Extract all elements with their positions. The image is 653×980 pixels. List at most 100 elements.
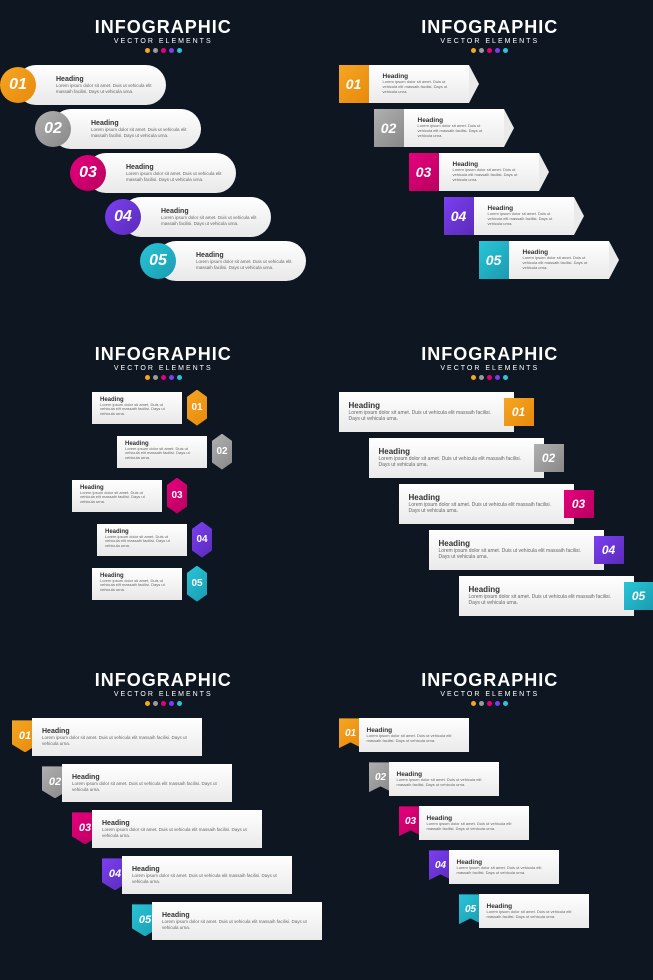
subtitle: VECTOR ELEMENTS — [339, 365, 642, 372]
item-text: Lorem ipsum dolor sit amet. Duis ut vehi… — [349, 410, 504, 423]
panel-1: INFOGRAPHIC VECTOR ELEMENTS Heading Lore… — [0, 0, 327, 327]
subtitle: VECTOR ELEMENTS — [12, 365, 315, 372]
step-item: 05 Heading Lorem ipsum dolor sit amet. D… — [339, 241, 642, 285]
item-heading: Heading — [72, 774, 222, 781]
color-dots — [339, 48, 642, 53]
item-heading: Heading — [126, 164, 224, 171]
step-number: 03 — [70, 155, 106, 191]
item-text: Lorem ipsum dolor sit amet. Duis ut vehi… — [126, 171, 224, 182]
step-item: Heading Lorem ipsum dolor sit amet. Duis… — [339, 576, 642, 622]
panel-header: INFOGRAPHIC VECTOR ELEMENTS — [339, 671, 642, 706]
step-item: 03 Heading Lorem ipsum dolor sit amet. D… — [12, 810, 315, 856]
item-text: Lorem ipsum dolor sit amet. Duis ut vehi… — [487, 910, 581, 920]
step-item: 05 Heading Lorem ipsum dolor sit amet. D… — [339, 894, 642, 938]
item-heading: Heading — [349, 401, 504, 410]
step-number: 02 — [212, 434, 232, 470]
item-text: Lorem ipsum dolor sit amet. Duis ut vehi… — [453, 168, 531, 182]
item-heading: Heading — [469, 585, 624, 594]
step-item: 02 Heading Lorem ipsum dolor sit amet. D… — [339, 109, 642, 153]
panel-3: INFOGRAPHIC VECTOR ELEMENTS Heading Lore… — [0, 327, 327, 654]
item-text: Lorem ipsum dolor sit amet. Duis ut vehi… — [132, 873, 282, 884]
step-item: Heading Lorem ipsum dolor sit amet. Duis… — [339, 484, 642, 530]
panel-2: INFOGRAPHIC VECTOR ELEMENTS 01 Heading L… — [327, 0, 653, 327]
color-dots — [339, 375, 642, 380]
item-text: Lorem ipsum dolor sit amet. Duis ut vehi… — [72, 781, 222, 792]
step-item: Heading Lorem ipsum dolor sit amet. Duis… — [339, 530, 642, 576]
color-dots — [12, 48, 315, 53]
step-item: 04 Heading Lorem ipsum dolor sit amet. D… — [339, 197, 642, 241]
item-text: Lorem ipsum dolor sit amet. Duis ut vehi… — [397, 778, 491, 788]
item-text: Lorem ipsum dolor sit amet. Duis ut vehi… — [91, 127, 189, 138]
step-number: 01 — [339, 65, 369, 103]
panel-header: INFOGRAPHIC VECTOR ELEMENTS — [339, 345, 642, 380]
step-number: 05 — [187, 566, 207, 602]
step-item: Heading Lorem ipsum dolor sit amet. Duis… — [12, 197, 315, 241]
step-number: 04 — [192, 522, 212, 558]
step-number: 03 — [564, 490, 594, 518]
step-item: 03 Heading Lorem ipsum dolor sit amet. D… — [339, 806, 642, 850]
item-heading: Heading — [161, 208, 259, 215]
item-text: Lorem ipsum dolor sit amet. Duis ut vehi… — [418, 124, 496, 138]
item-text: Lorem ipsum dolor sit amet. Duis ut vehi… — [125, 447, 199, 461]
step-item: 05 Heading Lorem ipsum dolor sit amet. D… — [12, 902, 315, 948]
item-heading: Heading — [91, 120, 189, 127]
step-item: Heading Lorem ipsum dolor sit amet. Duis… — [339, 438, 642, 484]
item-text: Lorem ipsum dolor sit amet. Duis ut vehi… — [80, 491, 154, 505]
item-heading: Heading — [196, 252, 294, 259]
item-heading: Heading — [42, 728, 192, 735]
step-number: 01 — [504, 398, 534, 426]
item-heading: Heading — [379, 447, 534, 456]
title: INFOGRAPHIC — [339, 18, 642, 36]
item-text: Lorem ipsum dolor sit amet. Duis ut vehi… — [383, 80, 461, 94]
step-item: 01 Heading Lorem ipsum dolor sit amet. D… — [339, 65, 642, 109]
step-number: 01 — [0, 67, 36, 103]
subtitle: VECTOR ELEMENTS — [339, 691, 642, 698]
item-heading: Heading — [439, 539, 594, 548]
step-number: 04 — [105, 199, 141, 235]
step-number: 02 — [35, 111, 71, 147]
title: INFOGRAPHIC — [339, 345, 642, 363]
item-heading: Heading — [132, 866, 282, 873]
panel-6: INFOGRAPHIC VECTOR ELEMENTS 01 Heading L… — [327, 653, 653, 980]
step-item: Heading Lorem ipsum dolor sit amet. Duis… — [12, 109, 315, 153]
step-item: 02 Heading Lorem ipsum dolor sit amet. D… — [339, 762, 642, 806]
item-text: Lorem ipsum dolor sit amet. Duis ut vehi… — [469, 594, 624, 607]
step-item: Heading Lorem ipsum dolor sit amet. Duis… — [12, 241, 315, 285]
step-item: 01 Heading Lorem ipsum dolor sit amet. D… — [339, 718, 642, 762]
item-text: Lorem ipsum dolor sit amet. Duis ut vehi… — [457, 866, 551, 876]
panel-header: INFOGRAPHIC VECTOR ELEMENTS — [339, 18, 642, 53]
panel-header: INFOGRAPHIC VECTOR ELEMENTS — [12, 18, 315, 53]
item-text: Lorem ipsum dolor sit amet. Duis ut vehi… — [409, 502, 564, 515]
item-heading: Heading — [56, 76, 154, 83]
item-text: Lorem ipsum dolor sit amet. Duis ut vehi… — [488, 212, 566, 226]
panel-header: INFOGRAPHIC VECTOR ELEMENTS — [12, 671, 315, 706]
item-text: Lorem ipsum dolor sit amet. Duis ut vehi… — [379, 456, 534, 469]
step-item: 04 Heading Lorem ipsum dolor sit amet. D… — [12, 856, 315, 902]
step-number: 04 — [594, 536, 624, 564]
item-text: Lorem ipsum dolor sit amet. Duis ut vehi… — [367, 734, 461, 744]
step-item: Heading Lorem ipsum dolor sit amet. Duis… — [12, 65, 315, 109]
subtitle: VECTOR ELEMENTS — [339, 38, 642, 45]
item-text: Lorem ipsum dolor sit amet. Duis ut vehi… — [100, 403, 174, 417]
step-number: 05 — [479, 241, 509, 279]
step-number: 02 — [534, 444, 564, 472]
step-item: Heading Lorem ipsum dolor sit amet. Duis… — [12, 480, 315, 524]
item-heading: Heading — [409, 493, 564, 502]
step-item: Heading Lorem ipsum dolor sit amet. Duis… — [339, 392, 642, 438]
step-item: 02 Heading Lorem ipsum dolor sit amet. D… — [12, 764, 315, 810]
panel-4: INFOGRAPHIC VECTOR ELEMENTS Heading Lore… — [327, 327, 653, 654]
item-text: Lorem ipsum dolor sit amet. Duis ut vehi… — [102, 827, 252, 838]
step-item: 01 Heading Lorem ipsum dolor sit amet. D… — [12, 718, 315, 764]
item-text: Lorem ipsum dolor sit amet. Duis ut vehi… — [523, 256, 601, 270]
step-number: 03 — [409, 153, 439, 191]
subtitle: VECTOR ELEMENTS — [12, 38, 315, 45]
title: INFOGRAPHIC — [339, 671, 642, 689]
step-item: Heading Lorem ipsum dolor sit amet. Duis… — [12, 524, 315, 568]
step-item: Heading Lorem ipsum dolor sit amet. Duis… — [12, 392, 315, 436]
step-number: 01 — [187, 390, 207, 426]
step-item: 03 Heading Lorem ipsum dolor sit amet. D… — [339, 153, 642, 197]
step-number: 03 — [167, 478, 187, 514]
item-text: Lorem ipsum dolor sit amet. Duis ut vehi… — [162, 919, 312, 930]
title: INFOGRAPHIC — [12, 18, 315, 36]
panel-5: INFOGRAPHIC VECTOR ELEMENTS 01 Heading L… — [0, 653, 327, 980]
